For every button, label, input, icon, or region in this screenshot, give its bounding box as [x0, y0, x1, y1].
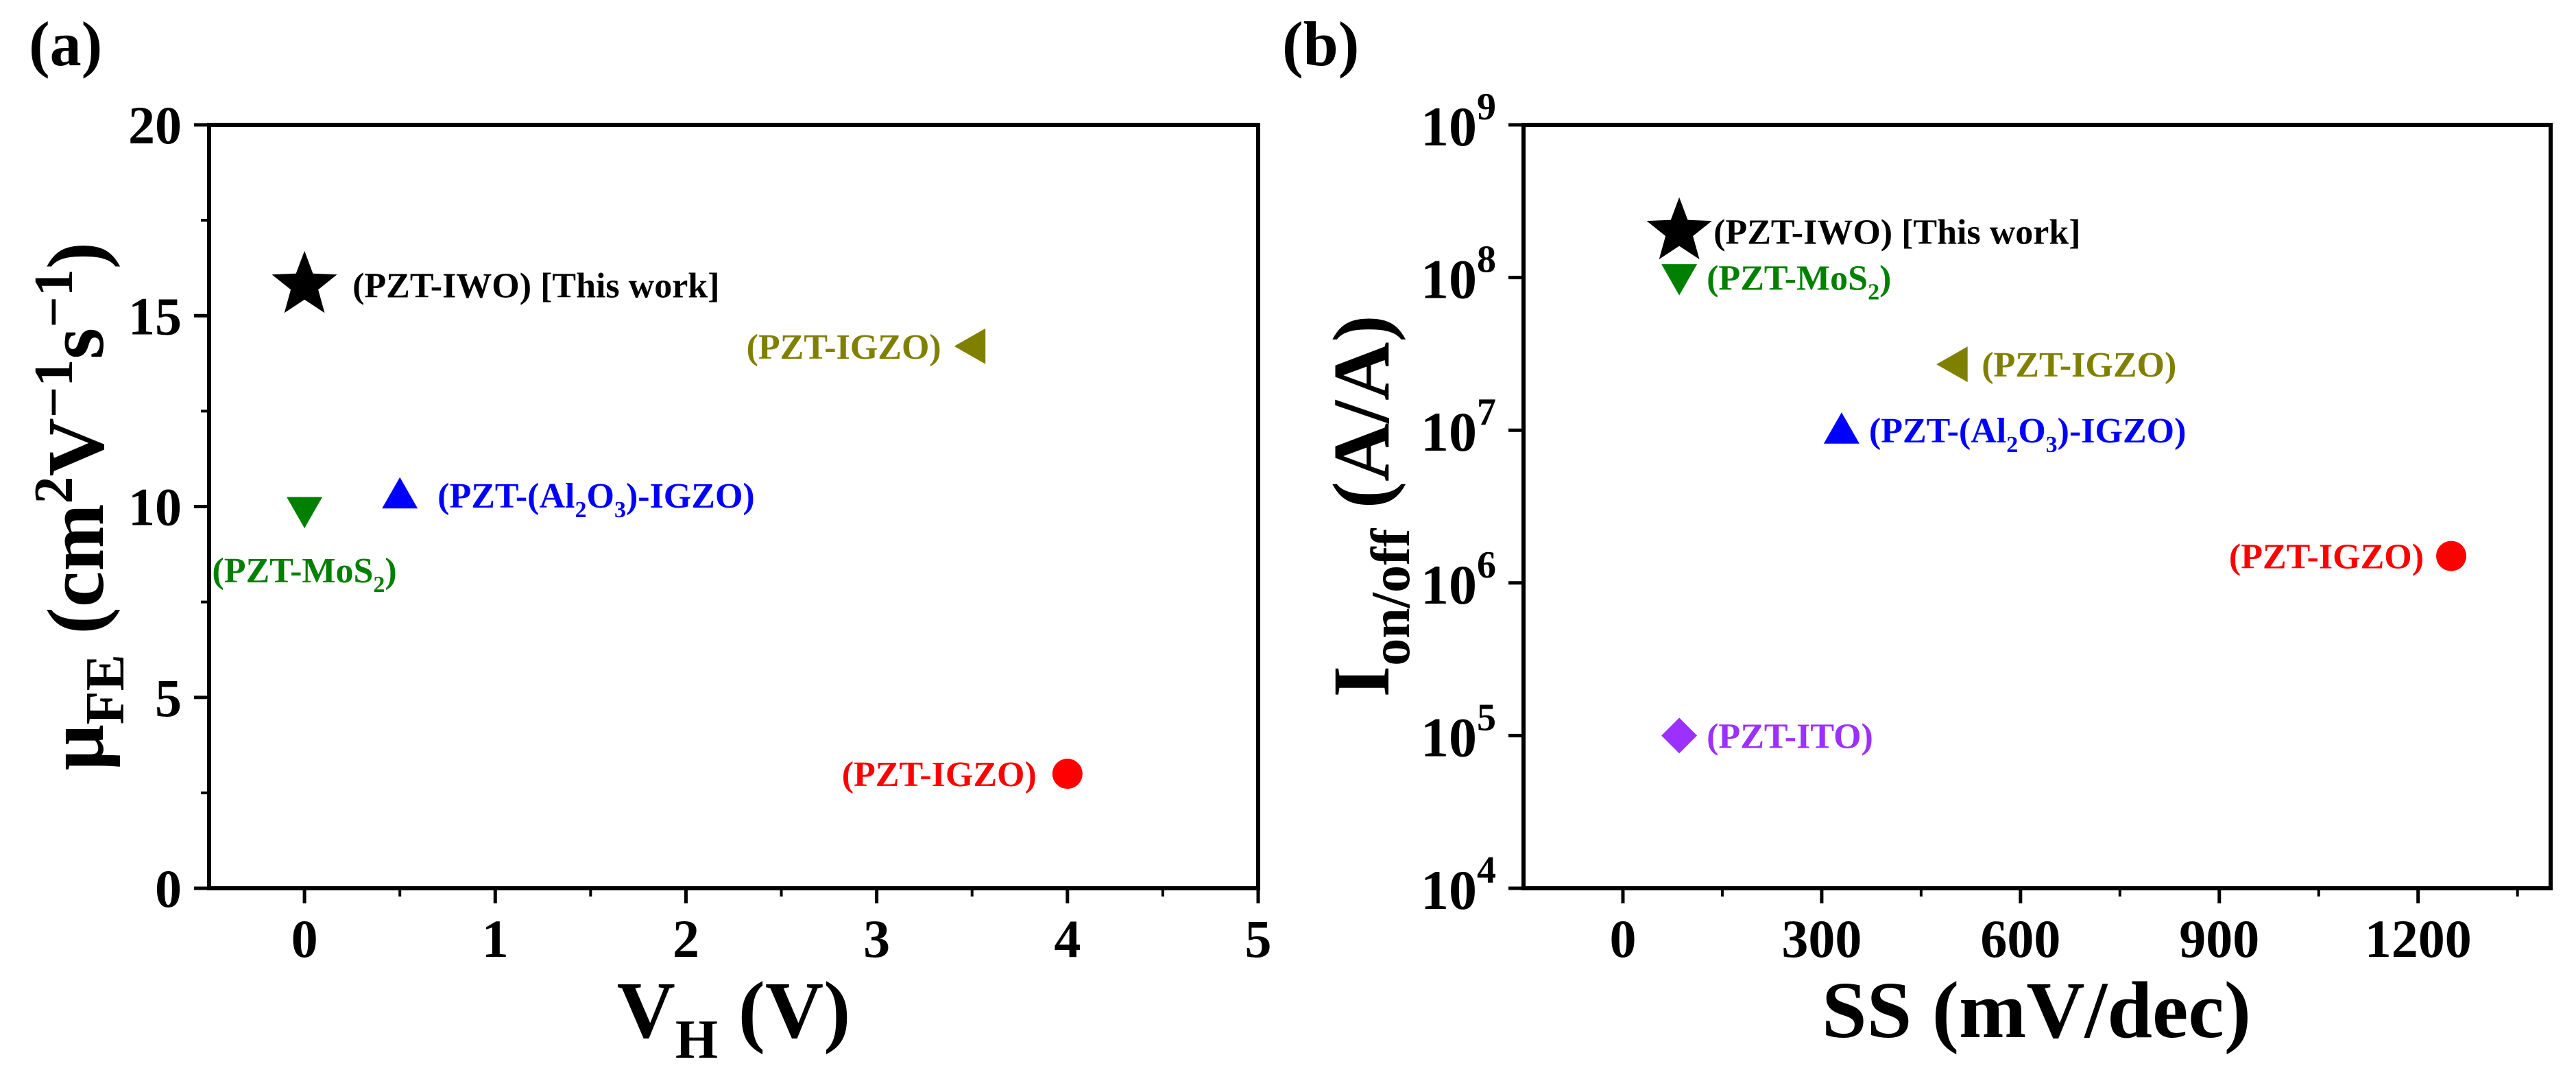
panel-a-x-axis-label: VH (V) — [617, 965, 851, 1068]
y-tick-label: 108 — [1421, 239, 1496, 311]
panel-b: (b) 0 300 600 900 1200 104 105 106 107 108 109 (PZ… — [1282, 9, 2553, 1055]
data-point-label: (PZT-IGZO) — [747, 328, 941, 367]
y-tick-label: 10 — [128, 477, 182, 537]
x-tick-label: 1 — [482, 909, 509, 969]
panel-b-points: (PZT-IWO) [This work] (PZT-MoS2) (PZT-IGZO… — [1646, 197, 2467, 756]
panel-a: (a) 0 1 2 3 4 5 0 5 10 15 20 (PZT-IWO) [This work]… — [24, 9, 1272, 1068]
x-tick-label: 1200 — [2365, 909, 2472, 969]
x-tick-label: 3 — [863, 909, 890, 969]
panel-b-label: (b) — [1282, 9, 1359, 79]
data-point-marker — [1661, 264, 1698, 296]
data-point-label: (PZT-(Al2O3)-IGZO) — [1869, 412, 2187, 458]
x-tick-label: 300 — [1781, 909, 1862, 969]
data-point-marker — [287, 497, 323, 529]
y-tick-label: 109 — [1421, 86, 1496, 158]
data-point-marker — [382, 477, 418, 509]
data-point-label: (PZT-MoS2) — [212, 551, 396, 597]
data-point-label: (PZT-(Al2O3)-IGZO) — [437, 477, 755, 523]
data-point-marker — [1661, 717, 1698, 754]
x-tick-label: 5 — [1245, 909, 1272, 969]
data-point-marker — [1823, 412, 1859, 444]
y-tick-label: 20 — [128, 95, 182, 155]
data-point-label: (PZT-MoS2) — [1707, 259, 1891, 305]
x-tick-label: 4 — [1054, 909, 1081, 969]
data-point-label: (PZT-ITO) — [1707, 717, 1873, 756]
data-point-marker — [272, 250, 337, 313]
panel-a-y-axis-label: μFE (cm2V−1s−1) — [24, 242, 136, 770]
x-tick-label: 2 — [673, 909, 699, 969]
panel-b-plot-frame — [1521, 123, 2553, 890]
y-tick-label: 106 — [1421, 544, 1496, 616]
data-point-marker — [1646, 197, 1712, 259]
y-tick-label: 0 — [155, 859, 182, 918]
x-tick-label: 900 — [2179, 909, 2259, 969]
y-tick-label: 5 — [155, 668, 182, 728]
data-point-label: (PZT-IGZO) — [2229, 538, 2424, 577]
panel-a-ticks: 0 1 2 3 4 5 0 5 10 15 20 — [128, 95, 1272, 969]
panel-b-ticks: 0 300 600 900 1200 104 105 106 107 108 109 — [1421, 86, 2519, 969]
x-tick-label: 0 — [291, 909, 318, 969]
panel-b-y-axis-label: Ion/off (A/A) — [1316, 315, 1421, 697]
y-tick-label: 105 — [1421, 696, 1496, 768]
data-point-label: (PZT-IGZO) — [1982, 346, 2176, 385]
x-tick-label: 0 — [1609, 909, 1636, 969]
data-point-label: (PZT-IWO) [This work] — [1713, 213, 2080, 252]
x-tick-label: 600 — [1980, 909, 2060, 969]
y-tick-label: 15 — [128, 286, 182, 346]
data-point-marker — [2436, 541, 2467, 571]
data-point-label: (PZT-IWO) [This work] — [352, 267, 719, 306]
panel-a-label: (a) — [29, 9, 102, 79]
data-point-marker — [1936, 346, 1968, 383]
data-point-marker — [954, 328, 986, 364]
y-tick-label: 104 — [1421, 849, 1496, 921]
data-point-label: (PZT-IGZO) — [842, 755, 1037, 794]
data-point-marker — [1052, 759, 1083, 790]
y-tick-label: 107 — [1421, 391, 1496, 463]
panel-b-x-axis-label: SS (mV/dec) — [1822, 965, 2251, 1055]
panel-a-points: (PZT-IWO) [This work] (PZT-IGZO) (PZT-MoS2… — [212, 250, 1083, 794]
